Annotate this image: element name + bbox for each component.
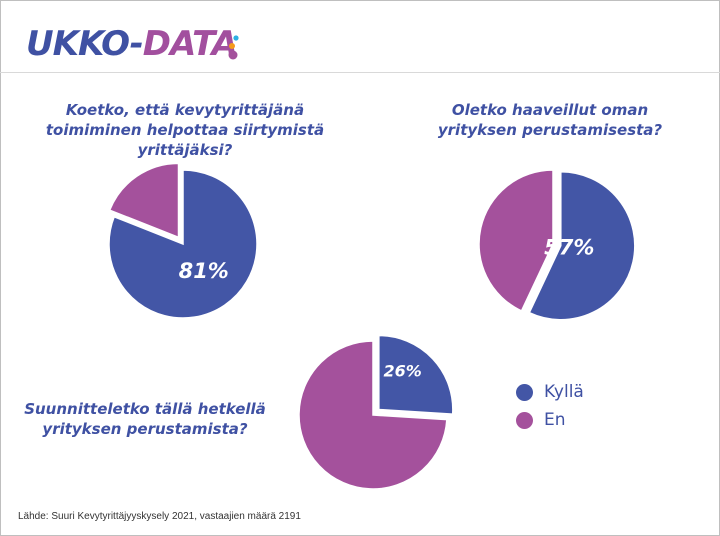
logo-dots-icon [228, 35, 239, 60]
chart2-slice-en [478, 169, 554, 312]
chart1-data-label: 81% [179, 259, 229, 283]
legend-label-kylla: Kyllä [544, 382, 584, 402]
chart2-data-label: 57% [544, 235, 594, 259]
logo-dot-blue [233, 35, 239, 41]
source-note: Lähde: Suuri Kevytyrittäjyyskysely 2021,… [18, 511, 301, 522]
logo-dot-purple [228, 50, 238, 60]
logo-dot-orange [229, 43, 235, 49]
logo-text-part1: UKKO- [26, 24, 144, 64]
chart3-title: Suunnitteletko tällä hetkellä yrityksen … [24, 400, 266, 438]
chart2-pie: 57% [478, 169, 636, 321]
chart1-pie: 81% [108, 162, 258, 319]
logo-text-part2: DATA [142, 24, 238, 64]
ukko-data-logo: UKKO-DATA [26, 24, 238, 64]
chart2-slice-kylla [528, 170, 636, 321]
header-divider [0, 72, 720, 73]
chart1-slice-kylla [108, 169, 258, 319]
chart3-slice-en [298, 340, 448, 490]
chart3-data-label: 26% [383, 362, 421, 381]
chart3-slice-kylla [378, 334, 454, 415]
chart1-title: Koetko, että kevytyrittäjänä toimiminen … [45, 101, 325, 159]
legend-swatch-en [516, 412, 533, 429]
legend-swatch-kylla [516, 384, 533, 401]
legend-label-en: En [544, 410, 566, 430]
chart3-pie: 26% [298, 334, 454, 490]
chart1-slice-en [108, 162, 180, 239]
chart2-title: Oletko haaveillut oman yrityksen perusta… [437, 101, 663, 139]
